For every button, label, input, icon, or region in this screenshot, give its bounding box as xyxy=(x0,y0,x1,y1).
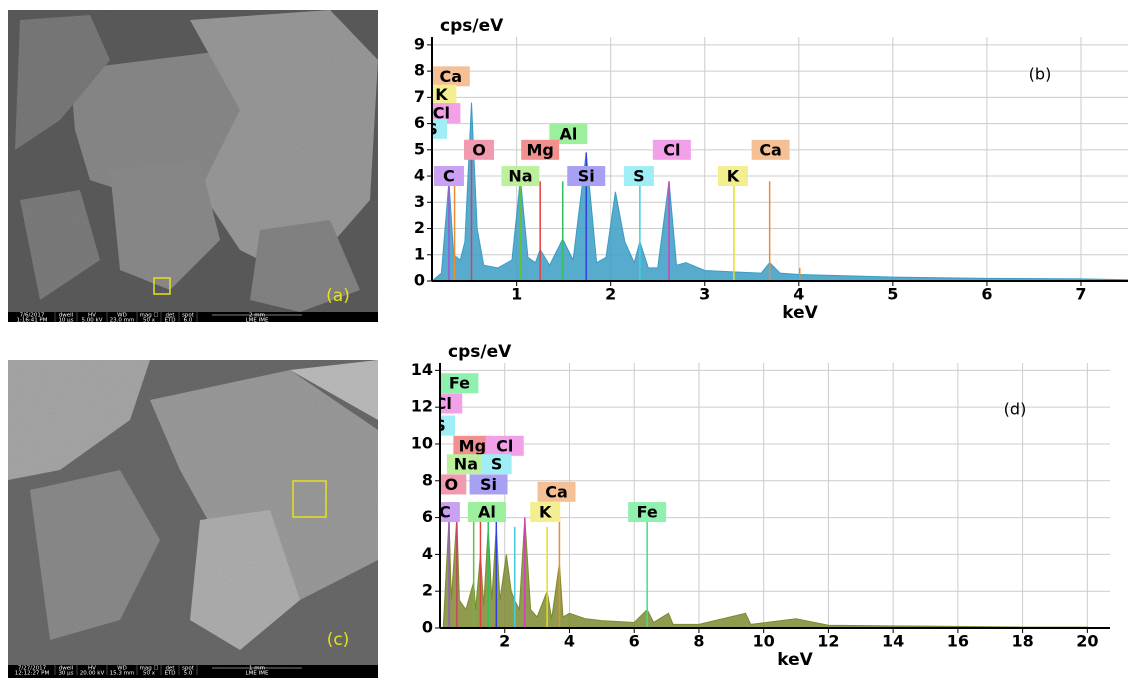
y-tick-label: 2 xyxy=(422,581,433,600)
x-axis-label: keV xyxy=(782,303,818,323)
databar-text: 30 µs xyxy=(58,671,73,677)
databar-text: ETD xyxy=(164,671,175,677)
y-tick-label: 4 xyxy=(414,166,425,185)
sem-image-a xyxy=(8,10,378,312)
y-tick-label: 9 xyxy=(414,34,425,53)
x-tick-label: 6 xyxy=(981,285,992,304)
y-axis-label: cps/eV xyxy=(440,16,504,36)
element-label: O xyxy=(472,140,486,159)
element-label: K xyxy=(727,167,740,186)
databar-text: 12:12:27 PM xyxy=(15,671,50,677)
element-label: S xyxy=(491,455,503,474)
databar-lab: LME IME xyxy=(246,318,269,324)
x-axis-label: keV xyxy=(777,650,813,670)
databar-lab: LME IME xyxy=(246,671,269,677)
element-label: C xyxy=(443,167,455,186)
x-tick-label: 2 xyxy=(499,632,510,651)
databar-text: 15.3 mm xyxy=(110,671,135,677)
y-tick-label: 10 xyxy=(411,433,433,452)
y-tick-label: 8 xyxy=(414,61,425,80)
databar-text: 1:16:41 PM xyxy=(16,318,47,324)
y-tick-label: 0 xyxy=(414,271,425,290)
element-label: Cl xyxy=(435,394,452,413)
element-label: Fe xyxy=(637,503,658,522)
x-tick-label: 7 xyxy=(1075,285,1086,304)
databar-text: 10 µs xyxy=(58,318,73,324)
element-label: K xyxy=(435,85,448,104)
y-axis-label: cps/eV xyxy=(448,342,512,362)
y-tick-label: 14 xyxy=(411,360,433,379)
y-tick-label: 8 xyxy=(422,470,433,489)
x-tick-label: 8 xyxy=(693,632,704,651)
element-label: Na xyxy=(454,455,478,474)
databar-text: 23.0 mm xyxy=(110,318,135,324)
y-tick-label: 4 xyxy=(422,544,433,563)
panel-label: (a) xyxy=(326,286,350,306)
element-label: Al xyxy=(559,125,577,144)
x-tick-label: 6 xyxy=(629,632,640,651)
element-label: K xyxy=(539,503,552,522)
databar-text: 50 x xyxy=(143,318,156,324)
element-label: Ca xyxy=(440,67,463,86)
y-tick-label: 5 xyxy=(414,139,425,158)
databar-text: 5.00 kV xyxy=(82,318,103,324)
x-tick-label: 12 xyxy=(817,632,839,651)
databar-text: ETD xyxy=(164,318,175,324)
y-tick-label: 1 xyxy=(414,244,425,263)
y-tick-label: 6 xyxy=(414,113,425,132)
databar-text: 20.00 kV xyxy=(80,671,105,677)
x-tick-label: 4 xyxy=(564,632,575,651)
element-label: S xyxy=(633,167,645,186)
x-tick-label: 16 xyxy=(947,632,969,651)
x-tick-label: 2 xyxy=(605,285,616,304)
panel-annotation: (b) xyxy=(1029,65,1052,84)
x-tick-label: 1 xyxy=(511,285,522,304)
y-tick-label: 6 xyxy=(422,507,433,526)
element-label: Si xyxy=(480,475,497,494)
x-tick-label: 10 xyxy=(753,632,775,651)
x-tick-label: 20 xyxy=(1076,632,1098,651)
page: (a)7/6/20171:16:41 PMdwell10 µsHV5.00 kV… xyxy=(0,0,1128,678)
element-label: Fe xyxy=(449,374,470,393)
element-label: Mg xyxy=(459,436,486,455)
x-tick-label: 4 xyxy=(793,285,804,304)
databar-text: 50 x xyxy=(143,671,156,677)
y-tick-label: 7 xyxy=(414,87,425,106)
panel-label: (c) xyxy=(327,630,350,650)
element-label: Al xyxy=(478,503,496,522)
sem-image-c xyxy=(8,360,378,665)
figure: (a)7/6/20171:16:41 PMdwell10 µsHV5.00 kV… xyxy=(0,0,1128,678)
y-tick-label: 2 xyxy=(414,218,425,237)
element-label: Si xyxy=(578,167,595,186)
panel-annotation: (d) xyxy=(1004,400,1027,419)
databar-text: 5.0 xyxy=(184,671,193,677)
plot-area: CaKClSCOAlMgNaSiClSKCa xyxy=(417,37,1128,281)
element-label: Mg xyxy=(526,140,553,159)
element-label: Ca xyxy=(759,140,782,159)
databar-text: 6.0 xyxy=(184,318,193,324)
y-tick-label: 3 xyxy=(414,192,425,211)
y-tick-label: 12 xyxy=(411,397,433,416)
x-tick-label: 5 xyxy=(887,285,898,304)
element-label: Cl xyxy=(663,140,680,159)
element-label: Na xyxy=(508,167,532,186)
x-tick-label: 18 xyxy=(1011,632,1033,651)
element-label: Cl xyxy=(496,436,513,455)
x-tick-label: 14 xyxy=(882,632,904,651)
y-tick-label: 0 xyxy=(422,618,433,637)
x-tick-label: 3 xyxy=(699,285,710,304)
element-label: O xyxy=(445,475,459,494)
element-label: Ca xyxy=(545,482,568,501)
